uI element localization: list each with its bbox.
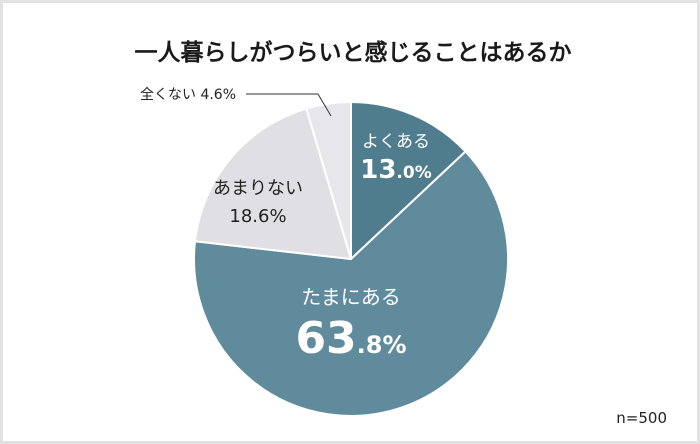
- label-often-value: 13.0%: [360, 155, 432, 185]
- label-sometimes-value: 63.8%: [295, 313, 407, 364]
- slice-not-really[interactable]: [194, 107, 352, 260]
- label-not-really-name: あまりない: [213, 178, 303, 199]
- label-often-name: よくある: [361, 132, 430, 152]
- label-not-really-value: 18.6%: [229, 206, 287, 227]
- chart-title: 一人暮らしがつらいと感じることはあるか: [134, 40, 572, 66]
- slice-sometimes[interactable]: [193, 150, 509, 417]
- label-sometimes-name: たまにある: [301, 285, 401, 309]
- slice-often[interactable]: [350, 100, 467, 260]
- leader-line: [246, 93, 332, 117]
- label-not-really: あまりない 18.6%: [213, 176, 303, 232]
- sample-size: n=500: [616, 409, 667, 427]
- label-often: よくある 13.0%: [360, 131, 432, 190]
- label-never: 全くない 4.6%: [140, 87, 237, 103]
- pie-chart: [193, 93, 509, 417]
- label-sometimes: たまにある 63.8%: [295, 283, 406, 373]
- slice-never[interactable]: [305, 101, 352, 260]
